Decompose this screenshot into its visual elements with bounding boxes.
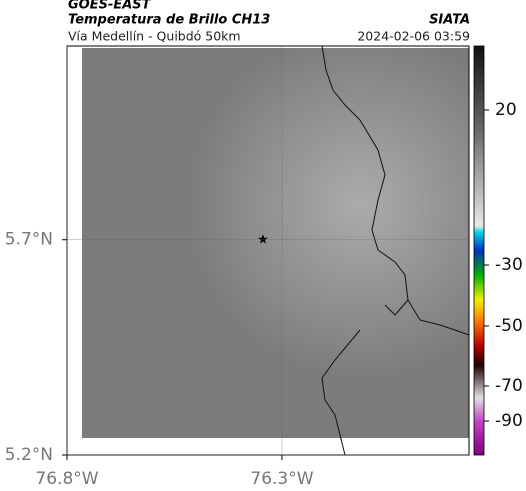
colorbar-label: -30 — [495, 255, 523, 275]
boundary — [321, 299, 409, 456]
colorbar-label: -70 — [495, 376, 523, 396]
star-marker: ★ — [257, 233, 269, 248]
cloud-field — [82, 48, 469, 438]
datetime: 2024-02-06 03:59 — [357, 29, 470, 44]
route: Vía Medellín - Quibdó 50km — [68, 29, 241, 44]
org: SIATA — [429, 13, 470, 28]
product: Temperatura de Brillo CH13 — [68, 13, 270, 28]
x-tick-label: 76.8°W — [35, 469, 98, 489]
colorbar — [473, 45, 485, 456]
colorbar-label: -50 — [495, 316, 523, 336]
y-tick-label: 5.2°N — [5, 445, 53, 465]
source: GOES-EAST — [68, 0, 152, 13]
boundary — [321, 45, 470, 336]
colorbar-label: 20 — [495, 100, 517, 120]
x-tick-label: 76.3°W — [250, 469, 313, 489]
y-tick-label: 5.7°N — [5, 230, 53, 250]
colorbar-label: -90 — [495, 411, 523, 431]
